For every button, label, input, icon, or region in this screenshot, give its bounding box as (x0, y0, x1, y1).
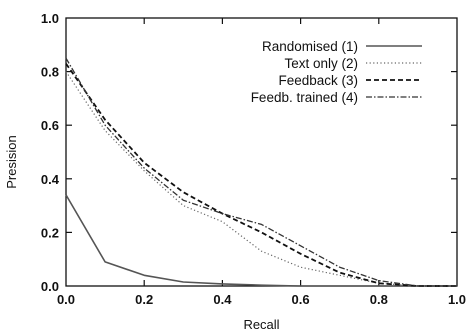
axis-ticks: 0.0 0.2 0.4 0.6 0.8 1.0 0.0 0.2 0.4 0.6 0.8 1.0 (41, 11, 466, 307)
plot-area (65, 17, 458, 287)
x-tick-label: 0.2 (135, 292, 153, 307)
series-line-2 (65, 71, 457, 287)
legend-label: Randomised (1) (262, 39, 358, 54)
series-line-3 (65, 63, 457, 287)
legend: Randomised (1) Text only (2) Feedback (3) F… (251, 39, 422, 105)
y-axis-label: Presision (4, 135, 19, 188)
y-tick-label: 0.2 (41, 225, 59, 240)
y-tick-label: 1.0 (41, 11, 59, 26)
legend-label: Feedback (3) (278, 73, 358, 88)
x-tick-label: 0.0 (57, 292, 75, 307)
y-tick-label: 0.4 (41, 172, 60, 187)
x-tick-label: 0.4 (213, 292, 232, 307)
legend-label: Text only (2) (284, 56, 358, 71)
y-tick-label: 0.0 (41, 279, 59, 294)
y-tick-label: 0.8 (41, 65, 59, 80)
series-lines (65, 57, 457, 287)
y-tick-label: 0.6 (41, 118, 59, 133)
series-line-1 (65, 194, 457, 287)
series-line-4 (65, 57, 457, 287)
plot-frame (65, 17, 458, 287)
x-axis-label: Recall (243, 317, 279, 332)
x-tick-label: 0.6 (292, 292, 310, 307)
x-tick-label: 1.0 (448, 292, 466, 307)
legend-label: Feedb. trained (4) (251, 90, 358, 105)
x-tick-label: 0.8 (370, 292, 388, 307)
